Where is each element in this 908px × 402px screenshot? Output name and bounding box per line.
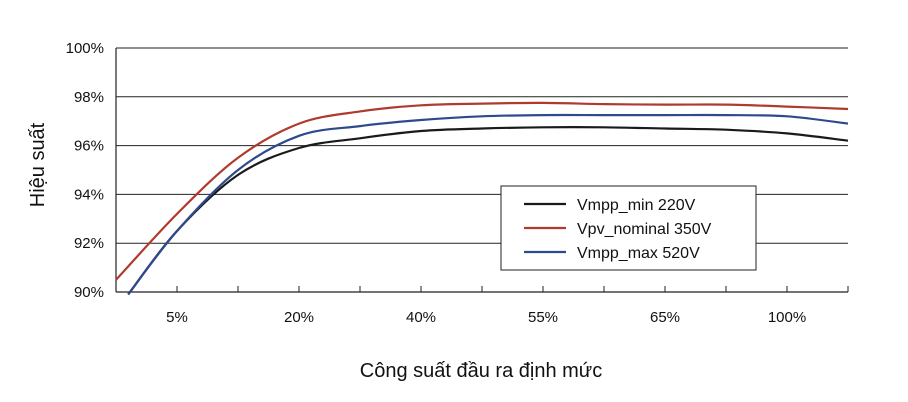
y-tick-label: 94% (74, 186, 104, 203)
y-tick-label: 90% (74, 284, 104, 301)
y-tick-label: 96% (74, 138, 104, 155)
legend-label: Vpv_nominal 350V (577, 221, 712, 238)
legend-label: Vmpp_max 520V (577, 245, 700, 262)
y-tick-label: 92% (74, 235, 104, 252)
x-tick-label: 100% (768, 309, 806, 326)
x-tick-label: 5% (166, 309, 188, 326)
series-line-3 (127, 113, 849, 296)
x-tick-label: 20% (284, 309, 314, 326)
x-tick-label: 55% (528, 309, 558, 326)
tick-labels: 90% 92% 94% 96% 98% 100% 5% 20% 40% 55% 65% 100% (66, 40, 807, 326)
x-tick-label: 65% (650, 309, 680, 326)
legend: Vmpp_min 220V Vpv_nominal 350V Vmpp_max 52… (500, 185, 757, 271)
x-tick-label: 40% (406, 309, 436, 326)
legend-label: Vmpp_min 220V (577, 197, 696, 214)
axes (115, 48, 849, 292)
x-axis-title: Công suất đầu ra định mức (360, 360, 602, 382)
series-line-2 (115, 101, 849, 281)
y-tick-label: 98% (74, 89, 104, 106)
series-line-1 (127, 126, 849, 296)
series-lines (115, 101, 849, 296)
y-tick-label: 100% (66, 40, 104, 57)
y-axis-title: Hiệu suất (27, 122, 49, 207)
